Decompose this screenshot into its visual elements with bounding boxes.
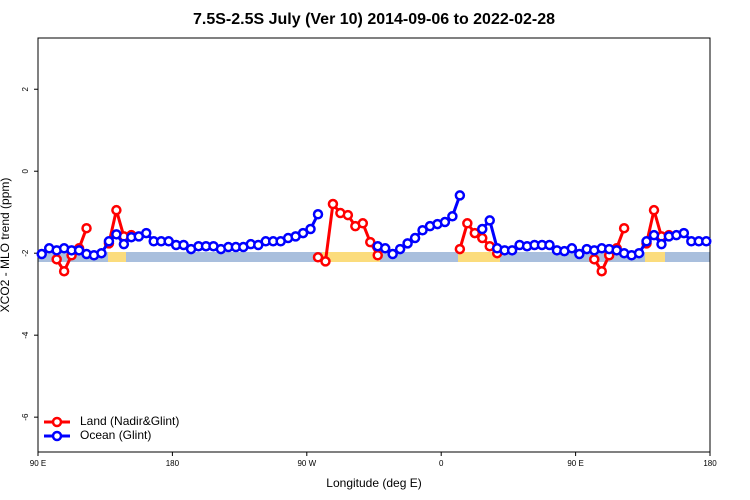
data-point (477, 223, 488, 235)
data-point (141, 227, 152, 239)
data-point (58, 265, 70, 277)
data-point (394, 243, 406, 255)
y-tick-label: -2 (21, 249, 30, 257)
data-point (641, 236, 652, 247)
data-point (589, 254, 600, 265)
data-point (379, 243, 391, 254)
data-point (305, 223, 316, 235)
data-point (656, 238, 667, 250)
data-point (566, 243, 578, 254)
data-point (618, 222, 630, 234)
legend-marker (51, 416, 63, 428)
x-tick-label: 90 E (567, 459, 583, 468)
land-band (108, 252, 126, 262)
data-point (103, 236, 115, 247)
legend-marker (51, 430, 63, 442)
data-point (118, 238, 130, 250)
data-point (387, 248, 398, 260)
y-tick-label: -6 (21, 413, 30, 421)
land-band (645, 252, 665, 262)
x-tick-label: 180 (166, 459, 180, 468)
y-axis-label: XCO2 - MLO trend (ppm) (0, 178, 12, 313)
data-point (297, 227, 309, 239)
data-point (81, 222, 92, 234)
data-point (312, 209, 324, 220)
data-point (462, 218, 473, 229)
data-point (596, 265, 607, 277)
data-point (469, 227, 481, 239)
data-point (701, 236, 712, 247)
data-point (178, 239, 189, 251)
data-point (678, 227, 690, 239)
data-point (484, 215, 495, 226)
data-point (506, 245, 518, 256)
x-tick-label: 0 (439, 459, 444, 468)
data-point (372, 249, 383, 261)
data-point (51, 254, 62, 265)
legend: Land (Nadir&Glint)Ocean (Glint) (44, 414, 179, 442)
land-band (322, 252, 380, 262)
legend-label: Land (Nadir&Glint) (80, 414, 179, 428)
data-point (402, 238, 413, 249)
data-point (447, 211, 458, 222)
data-point (36, 248, 47, 260)
x-tick-label: 180 (703, 459, 717, 468)
data-point (365, 236, 376, 248)
data-point (454, 243, 466, 255)
data-point (111, 229, 122, 240)
x-axis-label: Longitude (deg E) (326, 476, 421, 490)
data-point (409, 232, 421, 244)
x-tick-label: 90 E (30, 459, 46, 468)
data-point (648, 229, 660, 241)
data-point (327, 198, 339, 210)
land-band (458, 252, 500, 262)
legend-label: Ocean (Glint) (80, 428, 151, 442)
x-tick-label: 90 W (297, 459, 316, 468)
data-point (477, 232, 488, 244)
data-point (96, 247, 107, 259)
data-point (454, 190, 466, 201)
data-point (648, 204, 660, 216)
y-tick-label: 0 (21, 168, 30, 173)
data-point (111, 204, 122, 216)
y-tick-label: -4 (21, 331, 30, 339)
data-point (312, 252, 324, 263)
y-tick-label: 2 (21, 86, 30, 91)
data-point (342, 209, 354, 221)
chart-title: 7.5S-2.5S July (Ver 10) 2014-09-06 to 20… (193, 11, 555, 28)
data-point (417, 224, 428, 236)
data-point (439, 216, 451, 228)
data-point (633, 247, 645, 259)
data-point (544, 239, 555, 251)
data-point (574, 248, 585, 260)
data-point (357, 218, 369, 229)
data-point (320, 256, 331, 267)
